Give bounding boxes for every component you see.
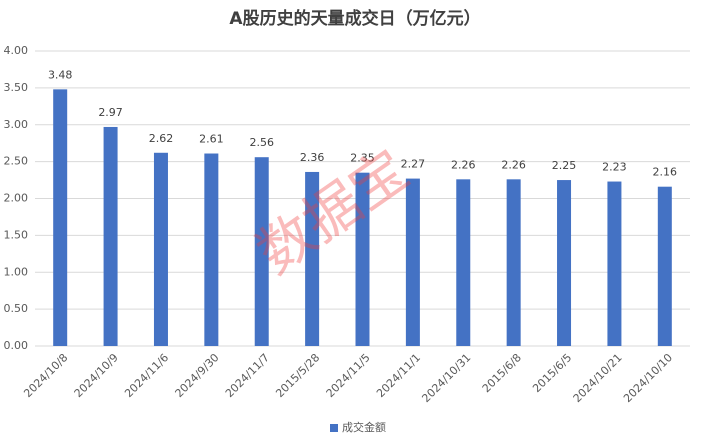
x-tick-label: 2015/5/28 xyxy=(273,351,322,400)
legend-swatch xyxy=(330,424,338,432)
value-label: 2.23 xyxy=(602,161,627,174)
bar xyxy=(557,180,572,346)
y-tick-label: 0.00 xyxy=(4,339,29,352)
y-tick-label: 0.50 xyxy=(4,302,29,315)
value-label: 2.25 xyxy=(552,159,577,172)
y-tick-label: 3.50 xyxy=(4,81,29,94)
x-tick-label: 2024/10/8 xyxy=(21,351,70,400)
bar xyxy=(153,152,168,346)
value-label: 2.61 xyxy=(199,133,224,146)
y-tick-label: 1.00 xyxy=(4,265,29,278)
value-label: 3.48 xyxy=(48,68,73,81)
y-tick-label: 1.50 xyxy=(4,228,29,241)
x-tick-label: 2024/11/1 xyxy=(374,351,423,400)
chart-title: A股历史的天量成交日（万亿元） xyxy=(229,8,480,29)
bar xyxy=(405,178,420,346)
y-tick-label: 3.00 xyxy=(4,118,29,131)
x-tick-label: 2024/11/6 xyxy=(122,351,171,400)
y-tick-label: 4.00 xyxy=(4,44,29,57)
x-tick-label: 2024/11/5 xyxy=(324,351,373,400)
x-tick-label: 2015/6/5 xyxy=(530,351,574,395)
x-tick-label: 2015/6/8 xyxy=(480,351,524,395)
bar xyxy=(204,153,219,346)
value-label: 2.35 xyxy=(350,152,375,165)
value-label: 2.26 xyxy=(501,158,526,171)
value-label: 2.27 xyxy=(401,158,426,171)
value-label: 2.16 xyxy=(653,166,678,179)
bar xyxy=(607,181,622,346)
value-label: 2.62 xyxy=(149,132,174,145)
bar xyxy=(506,179,521,346)
x-tick-label: 2024/10/31 xyxy=(419,351,473,405)
x-tick-label: 2024/10/10 xyxy=(621,351,675,405)
bar xyxy=(53,89,68,346)
value-label: 2.97 xyxy=(98,106,123,119)
value-label: 2.36 xyxy=(300,151,325,164)
bar xyxy=(456,179,471,346)
watermark: 数据宝 xyxy=(246,137,421,287)
value-label: 2.56 xyxy=(249,136,274,149)
x-tick-label: 2024/11/7 xyxy=(223,351,272,400)
bar xyxy=(254,157,269,346)
x-tick-label: 2024/10/9 xyxy=(72,351,121,400)
bar xyxy=(657,186,672,346)
value-label: 2.26 xyxy=(451,158,476,171)
bar xyxy=(305,171,320,346)
legend-label: 成交金额 xyxy=(342,420,386,434)
x-tick-label: 2024/10/21 xyxy=(571,351,625,405)
bar xyxy=(355,172,370,346)
y-tick-label: 2.00 xyxy=(4,192,29,205)
bar xyxy=(103,126,118,347)
y-tick-label: 2.50 xyxy=(4,155,29,168)
x-tick-label: 2024/9/30 xyxy=(173,351,222,400)
